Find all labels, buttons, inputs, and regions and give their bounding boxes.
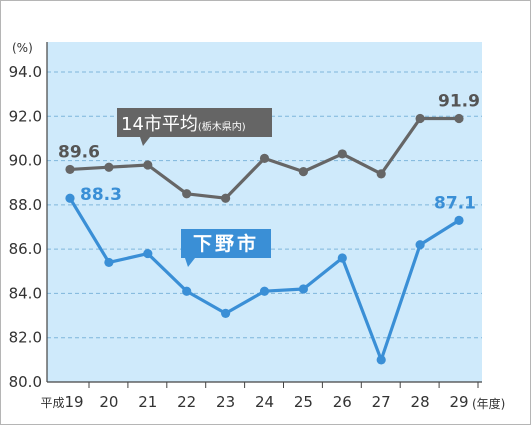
data-point: [182, 286, 192, 296]
series-tag-14-city-average: 14市平均(栃木県内): [117, 108, 272, 146]
x-tick-label: 24: [255, 393, 274, 411]
y-tick-label: 88.0: [9, 196, 42, 214]
data-point: [298, 167, 308, 177]
y-tick-label: 84.0: [9, 284, 42, 302]
series-tag-shimotsuke-city: 下野市: [181, 229, 271, 267]
y-tick-label: 92.0: [9, 107, 42, 125]
x-tick-label: 26: [333, 393, 352, 411]
data-point: [454, 113, 464, 124]
data-point: [376, 169, 386, 179]
x-tick-label: 25: [294, 393, 313, 411]
y-axis-unit: (%): [12, 41, 33, 55]
series-name-14-city-average: 14市平均: [121, 114, 198, 135]
x-tick-label: 22: [177, 393, 196, 411]
data-label: 88.3: [80, 185, 122, 205]
x-tick-label: 20: [99, 393, 118, 411]
data-point: [337, 253, 347, 263]
y-tick-label: 90.0: [9, 152, 42, 170]
data-point: [104, 257, 114, 268]
y-tick-label: 86.0: [9, 240, 42, 258]
data-label: 91.9: [438, 92, 480, 112]
data-label: 89.6: [58, 142, 100, 162]
x-tick-label: 平成19: [40, 393, 83, 411]
data-point: [65, 164, 75, 175]
data-point: [337, 149, 347, 159]
x-tick-label: 27: [372, 393, 391, 411]
y-tick-label: 94.0: [9, 63, 42, 81]
x-tick-label: 28: [411, 393, 430, 411]
data-point: [143, 248, 153, 259]
data-point: [415, 240, 425, 250]
plot-area: [47, 42, 482, 382]
series-name-shimotsuke-city: 下野市: [193, 232, 259, 255]
y-tick-label: 80.0: [9, 373, 42, 391]
data-point: [415, 113, 425, 124]
data-point: [259, 153, 270, 163]
data-point: [221, 308, 231, 318]
data-label: 87.1: [434, 193, 476, 213]
data-point: [376, 355, 386, 365]
x-tick-label: 23: [216, 393, 235, 411]
x-axis-unit: (年度): [472, 396, 505, 411]
data-point: [259, 286, 270, 296]
data-point: [221, 193, 231, 203]
x-tick-label: 21: [138, 393, 157, 411]
y-tick-label: 82.0: [9, 329, 42, 347]
data-point: [143, 160, 153, 170]
series-name-note: (栃木県内): [198, 120, 246, 133]
x-tick-label: 29: [449, 393, 468, 411]
data-point: [454, 215, 464, 225]
data-point: [65, 193, 75, 203]
data-point: [298, 284, 308, 294]
data-point: [182, 189, 192, 199]
data-point: [104, 162, 114, 172]
svg-text:14市平均(栃木県内): 14市平均(栃木県内): [121, 114, 246, 135]
